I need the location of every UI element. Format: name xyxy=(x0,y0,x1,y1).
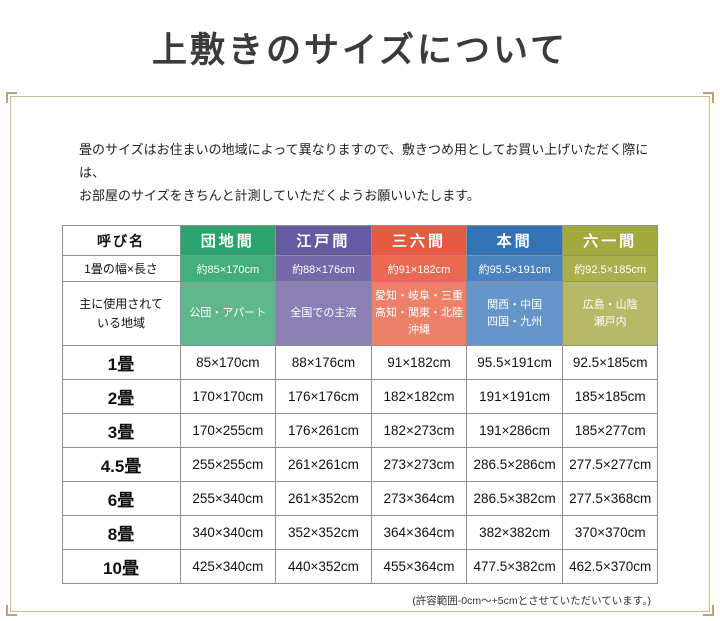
region-row: 主に使用されて いる地域 公団・アパート 全国での主流 愛知・岐阜・三重 高知・… xyxy=(61,281,659,347)
region-cell: 公団・アパート xyxy=(179,281,277,347)
column-header-sabuma: 三六間 xyxy=(370,225,468,257)
size-cell: 182×273cm xyxy=(370,413,468,449)
width-row-label: 1畳の幅×長さ xyxy=(61,255,181,283)
size-cell: 170×170cm xyxy=(179,379,277,415)
width-cell: 約91×182cm xyxy=(370,255,468,283)
size-cell: 91×182cm xyxy=(370,345,468,381)
size-cell: 273×273cm xyxy=(370,447,468,483)
column-header-rokuichima: 六一間 xyxy=(561,225,659,257)
size-cell: 462.5×370cm xyxy=(561,549,659,585)
column-header-honma: 本間 xyxy=(466,225,563,257)
row-label: 10畳 xyxy=(61,549,181,585)
row-label: 8畳 xyxy=(61,515,181,551)
size-cell: 277.5×277cm xyxy=(561,447,659,483)
decorative-frame: 畳のサイズはお住まいの地域によって異なりますので、敷きつめ用としてお買い上げいた… xyxy=(6,92,714,616)
size-cell: 340×340cm xyxy=(179,515,277,551)
size-cell: 88×176cm xyxy=(275,345,372,381)
size-cell: 261×261cm xyxy=(275,447,372,483)
intro-text: 畳のサイズはお住まいの地域によって異なりますので、敷きつめ用としてお買い上げいた… xyxy=(79,142,649,203)
size-cell: 255×340cm xyxy=(179,481,277,517)
size-cell: 370×370cm xyxy=(561,515,659,551)
size-cell: 477.5×382cm xyxy=(466,549,563,585)
size-cell: 261×352cm xyxy=(275,481,372,517)
size-cell: 185×185cm xyxy=(561,379,659,415)
size-cell: 191×191cm xyxy=(466,379,563,415)
size-cell: 191×286cm xyxy=(466,413,563,449)
region-cell: 愛知・岐阜・三重 高知・関東・北陸 沖縄 xyxy=(370,281,468,347)
region-cell: 関西・中国 四国・九州 xyxy=(466,281,563,347)
table-row: 8畳 340×340cm 352×352cm 364×364cm 382×382… xyxy=(61,515,659,551)
size-cell: 277.5×368cm xyxy=(561,481,659,517)
size-cell: 425×340cm xyxy=(179,549,277,585)
table-row: 4.5畳 255×255cm 261×261cm 273×273cm 286.5… xyxy=(61,447,659,483)
tolerance-note: (許容範囲-0cm〜+5cmとさせていただいています。) xyxy=(412,595,651,608)
table-row: 3畳 170×255cm 176×261cm 182×273cm 191×286… xyxy=(61,413,659,449)
width-cell: 約92.5×185cm xyxy=(561,255,659,283)
size-cell: 255×255cm xyxy=(179,447,277,483)
page-title: 上敷きのサイズについて xyxy=(152,31,568,70)
region-cell: 全国での主流 xyxy=(275,281,372,347)
size-cell: 364×364cm xyxy=(370,515,468,551)
region-cell: 広島・山陰 瀬戸内 xyxy=(561,281,659,347)
frame-corner-top-right-icon xyxy=(703,92,714,103)
table-row: 2畳 170×170cm 176×176cm 182×182cm 191×191… xyxy=(61,379,659,415)
row-label: 4.5畳 xyxy=(61,447,181,483)
width-cell: 約85×170cm xyxy=(179,255,277,283)
frame-corner-bottom-right-icon xyxy=(703,605,714,616)
size-cell: 92.5×185cm xyxy=(561,345,659,381)
size-cell: 273×364cm xyxy=(370,481,468,517)
frame-corner-top-left-icon xyxy=(6,92,17,103)
size-cell: 455×364cm xyxy=(370,549,468,585)
region-row-label: 主に使用されて いる地域 xyxy=(61,281,181,347)
size-cell: 286.5×286cm xyxy=(466,447,563,483)
size-cell: 170×255cm xyxy=(179,413,277,449)
row-label: 1畳 xyxy=(61,345,181,381)
size-cell: 176×261cm xyxy=(275,413,372,449)
column-header-edoma: 江戸間 xyxy=(275,225,372,257)
table-row: 10畳 425×340cm 440×352cm 455×364cm 477.5×… xyxy=(61,549,659,585)
size-cell: 286.5×382cm xyxy=(466,481,563,517)
frame-corner-bottom-left-icon xyxy=(6,605,17,616)
table-row: 6畳 255×340cm 261×352cm 273×364cm 286.5×3… xyxy=(61,481,659,517)
size-cell: 382×382cm xyxy=(466,515,563,551)
size-cell: 352×352cm xyxy=(275,515,372,551)
width-row: 1畳の幅×長さ 約85×170cm 約88×176cm 約91×182cm 約9… xyxy=(61,255,659,283)
table-header-row: 呼び名 団地間 江戸間 三六間 本間 六一間 xyxy=(61,225,659,257)
row-label: 3畳 xyxy=(61,413,181,449)
column-header-danchima: 団地間 xyxy=(179,225,277,257)
size-cell: 182×182cm xyxy=(370,379,468,415)
size-cell: 185×277cm xyxy=(561,413,659,449)
tatami-size-table: 呼び名 団地間 江戸間 三六間 本間 六一間 1畳の幅×長さ 約85×170cm… xyxy=(61,225,659,585)
table-row: 1畳 85×170cm 88×176cm 91×182cm 95.5×191cm… xyxy=(61,345,659,381)
corner-label: 呼び名 xyxy=(61,225,181,257)
row-label: 2畳 xyxy=(61,379,181,415)
size-cell: 85×170cm xyxy=(179,345,277,381)
size-cell: 95.5×191cm xyxy=(466,345,563,381)
width-cell: 約95.5×191cm xyxy=(466,255,563,283)
size-cell: 176×176cm xyxy=(275,379,372,415)
width-cell: 約88×176cm xyxy=(275,255,372,283)
row-label: 6畳 xyxy=(61,481,181,517)
size-cell: 440×352cm xyxy=(275,549,372,585)
